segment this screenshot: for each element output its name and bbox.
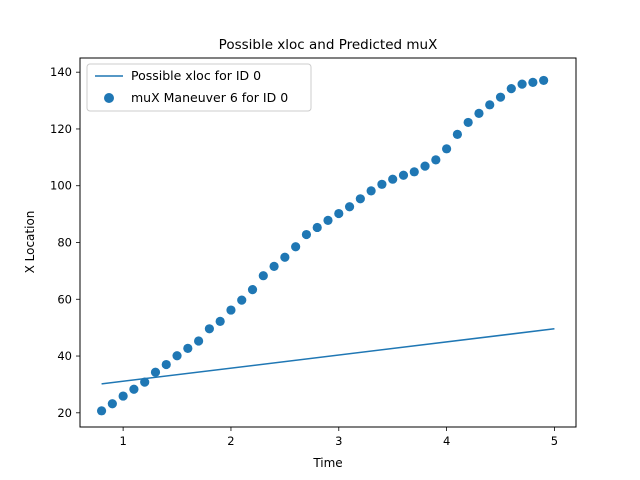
- chart-title: Possible xloc and Predicted muX: [219, 37, 438, 53]
- scatter-point: [463, 117, 473, 128]
- scatter-point: [398, 170, 409, 180]
- legend: Possible xloc for ID 0 muX Maneuver 6 fo…: [86, 63, 312, 112]
- scatter-point: [452, 129, 462, 139]
- legend-entry-line: Possible xloc for ID 0: [131, 68, 261, 83]
- scatter-point: [495, 92, 506, 102]
- legend-marker-swatch: [104, 93, 114, 103]
- y-tick-label: 100: [50, 179, 72, 193]
- scatter-point: [140, 377, 150, 387]
- scatter-point: [323, 215, 333, 225]
- scatter-point: [215, 316, 225, 327]
- y-tick-label: 80: [57, 236, 72, 250]
- scatter-point: [269, 261, 279, 271]
- scatter-point: [431, 155, 441, 165]
- y-tick-label: 20: [57, 406, 72, 420]
- scatter-point: [183, 343, 193, 353]
- scatter-point: [334, 208, 344, 219]
- series-line-possible-xloc: [101, 328, 555, 385]
- y-tick-label: 140: [50, 65, 72, 79]
- scatter-point: [366, 186, 376, 196]
- plot-frame: [79, 57, 577, 428]
- x-axis: 1 2 3 4 5: [119, 427, 558, 448]
- scatter-point: [291, 242, 301, 252]
- x-tick-label: 2: [227, 434, 234, 448]
- x-tick-label: 5: [551, 434, 558, 448]
- scatter-point: [161, 359, 171, 370]
- scatter-point: [388, 174, 398, 184]
- scatter-point: [442, 144, 452, 154]
- x-axis-label: Time: [312, 456, 342, 470]
- y-tick-label: 120: [50, 122, 72, 136]
- y-axis-label: X Location: [23, 211, 37, 274]
- scatter-point: [129, 384, 139, 394]
- scatter-point: [312, 222, 322, 233]
- y-axis: 20 40 60 80 100 120 140: [50, 65, 80, 420]
- scatter-point: [420, 161, 430, 171]
- x-tick-label: 1: [119, 434, 126, 448]
- legend-entry-scatter: muX Maneuver 6 for ID 0: [131, 90, 288, 105]
- scatter-point: [377, 179, 387, 189]
- scatter-point: [409, 167, 419, 177]
- scatter-point: [96, 406, 107, 416]
- scatter-point: [107, 399, 117, 409]
- scatter-point: [528, 77, 538, 88]
- y-tick-label: 40: [57, 349, 72, 363]
- scatter-point: [280, 252, 290, 262]
- scatter-point: [485, 100, 495, 110]
- scatter-point: [344, 202, 355, 212]
- scatter-point: [355, 194, 365, 204]
- scatter-point: [258, 271, 268, 281]
- scatter-point: [539, 75, 549, 86]
- scatter-point: [506, 84, 516, 94]
- scatter-point: [150, 367, 161, 377]
- scatter-point: [517, 79, 527, 89]
- scatter-point: [474, 108, 484, 118]
- legend-box: [86, 63, 312, 112]
- scatter-point: [204, 324, 214, 334]
- y-tick-label: 60: [57, 292, 72, 306]
- scatter-point: [226, 305, 236, 315]
- x-tick-label: 4: [443, 434, 450, 448]
- scatter-point: [194, 336, 204, 346]
- scatter-point: [237, 295, 247, 305]
- plot-area: [96, 75, 555, 416]
- scatter-point: [118, 391, 128, 401]
- scatter-point: [172, 351, 182, 361]
- scatter-point: [301, 229, 312, 240]
- x-tick-label: 3: [335, 434, 342, 448]
- scatter-point: [247, 285, 258, 295]
